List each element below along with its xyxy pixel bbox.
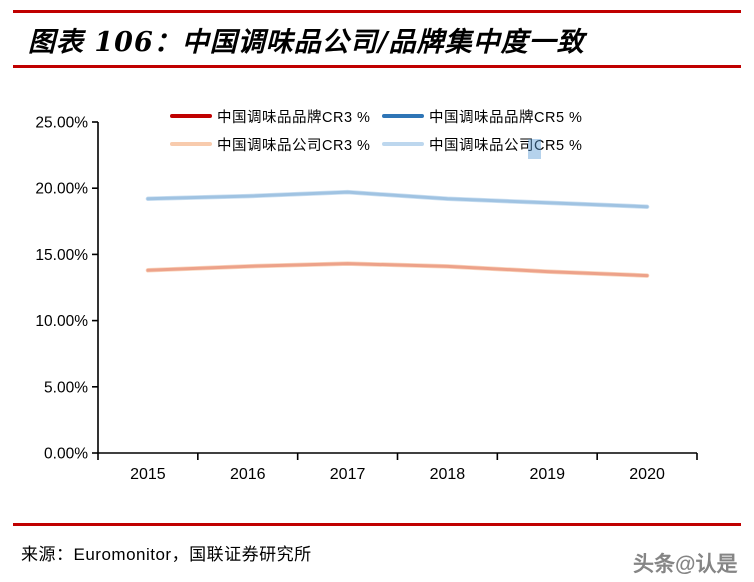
x-tick-label: 2015 bbox=[130, 466, 166, 483]
legend-swatch-brand-cr3 bbox=[170, 113, 212, 119]
x-tick-label: 2016 bbox=[230, 466, 266, 483]
legend-label-company-cr3: 中国调味品公司CR3 % bbox=[217, 137, 371, 154]
legend-swatch-brand-cr5 bbox=[382, 113, 424, 119]
legend-item-brand-cr5: 中国调味品品牌CR5 % bbox=[382, 105, 582, 127]
y-tick-label: 20.00% bbox=[35, 181, 88, 198]
y-tick-label: 10.00% bbox=[35, 313, 88, 330]
title-divider-rule bbox=[13, 65, 741, 68]
legend-item-company-cr3: 中国调味品公司CR3 % bbox=[170, 133, 370, 155]
legend-swatch-company-cr5 bbox=[382, 141, 424, 147]
y-tick-label: 5.00% bbox=[44, 379, 88, 396]
legend-label-brand-cr3: 中国调味品品牌CR3 % bbox=[217, 109, 371, 126]
legend-item-brand-cr3: 中国调味品品牌CR3 % bbox=[170, 105, 370, 127]
legend-label-company-cr5: 中国调味品公司CR5 % bbox=[429, 137, 583, 154]
legend-label-brand-cr5: 中国调味品品牌CR5 % bbox=[429, 109, 583, 126]
y-tick-label: 25.00% bbox=[35, 115, 88, 132]
series-line-3 bbox=[145, 261, 650, 278]
source-text: 来源：Euromonitor，国联证券研究所 bbox=[21, 545, 312, 564]
legend-item-company-cr5: 中国调味品公司CR5 % bbox=[382, 133, 582, 155]
x-tick-label: 2020 bbox=[629, 466, 665, 483]
legend-swatch-company-cr3 bbox=[170, 141, 212, 147]
x-tick-label: 2019 bbox=[529, 466, 565, 483]
y-tick-label: 15.00% bbox=[35, 247, 88, 264]
selection-highlight bbox=[528, 139, 541, 159]
series-line-4 bbox=[145, 189, 650, 209]
watermark-text: 头条@认是 bbox=[633, 553, 738, 576]
x-tick-label: 2017 bbox=[330, 466, 366, 483]
top-accent-rule bbox=[13, 10, 741, 13]
x-tick-label: 2018 bbox=[430, 466, 466, 483]
axis-lines bbox=[97, 122, 697, 454]
y-tick-label: 0.00% bbox=[44, 446, 88, 463]
bottom-accent-rule bbox=[13, 523, 741, 526]
figure-title: 图表 106：中国调味品公司/品牌集中度一致 bbox=[28, 27, 585, 58]
